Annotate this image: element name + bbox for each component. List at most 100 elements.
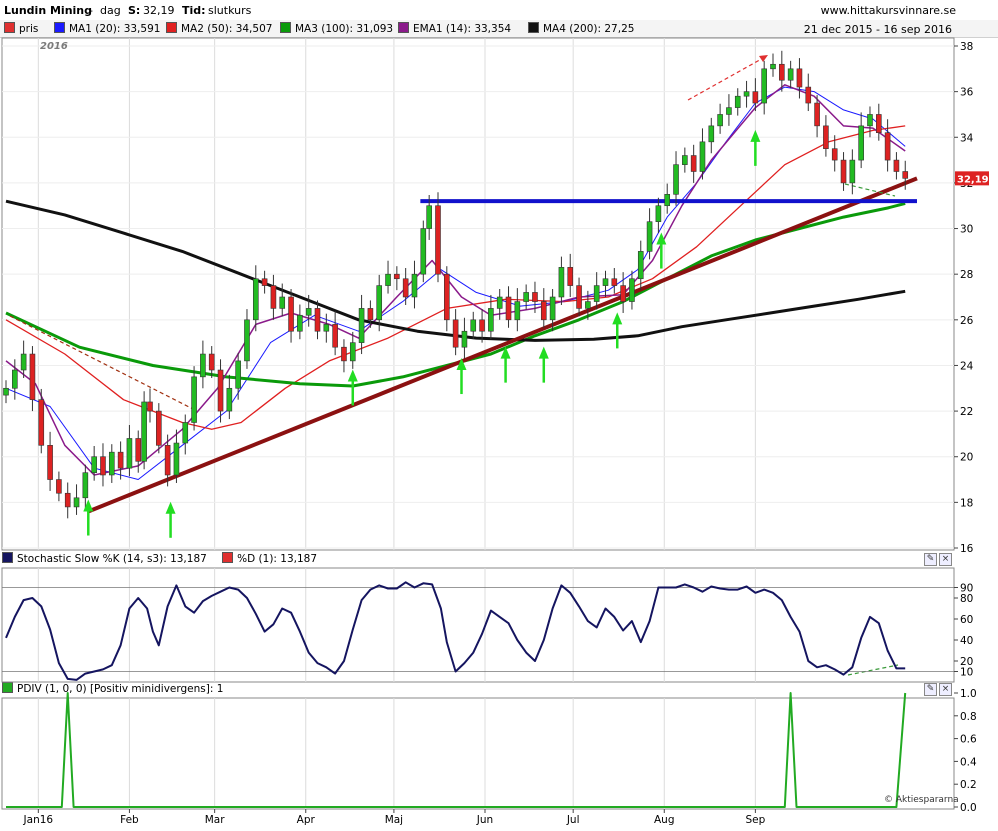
candle-body: [135, 438, 142, 462]
buy-signal-arrowhead: [347, 369, 358, 382]
candle-body: [173, 442, 180, 476]
buy-signal-arrowhead: [538, 346, 549, 359]
candle-body: [297, 314, 303, 332]
candle-body: [505, 296, 512, 321]
candle-body: [367, 308, 374, 321]
pdiv-panel: [1, 697, 955, 810]
pdiv-tick-label: 0.2: [960, 779, 977, 791]
ma4-line: [5, 199, 906, 342]
candle-body: [20, 353, 27, 371]
legend-bar: pris MA1 (20): 33,591 MA2 (50): 34,507 MA3 …: [0, 20, 998, 38]
candle-body: [779, 63, 785, 81]
stochastic-d-label: %D (1): 13,187: [237, 553, 318, 565]
candle-body: [420, 228, 427, 275]
candle-body: [270, 285, 277, 309]
price-tick-label: 30: [960, 224, 973, 236]
stochastic-tick-label: 60: [960, 614, 973, 626]
candle-body: [761, 68, 767, 104]
candle-body: [576, 285, 582, 309]
candle-body: [56, 479, 62, 494]
candle-body: [394, 273, 400, 280]
candle-body: [288, 296, 294, 332]
candle-body: [585, 301, 591, 309]
legend-swatch: [280, 22, 291, 33]
tid-value: slutkurs: [208, 4, 252, 17]
legend-item: MA3 (100): 31,093: [280, 22, 393, 35]
candle-body: [708, 125, 715, 143]
candle-body: [796, 68, 803, 88]
buy-signal-arrowhead: [656, 232, 667, 245]
candle-body: [47, 445, 53, 480]
candle-body: [200, 353, 206, 378]
candle-body: [479, 319, 485, 332]
candle-body: [875, 114, 882, 134]
buy-signal-arrowhead: [750, 129, 761, 142]
candle-body: [141, 401, 147, 462]
month-label: Apr: [297, 814, 316, 826]
ma3-line: [5, 201, 906, 388]
pdiv-close-icon[interactable]: ×: [939, 683, 952, 696]
pdiv-tick-label: 1.0: [960, 688, 977, 700]
month-label: Jan16: [23, 814, 54, 826]
divergence-arrowhead: [759, 55, 768, 62]
candle-body: [558, 267, 565, 298]
pdiv-settings-icon[interactable]: ✎: [924, 683, 937, 696]
candle-body: [3, 387, 9, 396]
stochastic-k-line: [5, 581, 906, 681]
candle-body: [226, 387, 233, 412]
candle-body: [305, 308, 312, 316]
candle-body: [514, 301, 521, 321]
price-tag-box: [955, 171, 989, 186]
price-panel: [1, 37, 955, 551]
ma2-line: [5, 125, 906, 430]
month-label: Aug: [654, 814, 675, 826]
buy-signal-arrowhead: [612, 312, 623, 325]
candle-body: [461, 330, 468, 348]
candle-body: [690, 155, 697, 172]
price-tick-label: 36: [960, 87, 974, 99]
stochastic-k-label: Stochastic Slow %K (14, s3): 13,187: [17, 553, 207, 565]
month-label: Sep: [745, 814, 765, 826]
stochastic-settings-icon[interactable]: ✎: [924, 553, 937, 566]
candle-body: [12, 369, 18, 389]
candle-body: [814, 102, 820, 127]
price-tick-label: 38: [960, 41, 973, 53]
candle-body: [261, 278, 268, 286]
candle-body: [444, 273, 450, 321]
month-label: Maj: [385, 814, 403, 826]
legend-swatch: [528, 22, 539, 33]
divergence-line: [9, 315, 196, 411]
candle-body: [164, 445, 171, 476]
buy-signal-arrowhead: [500, 346, 511, 359]
legend-swatch: [4, 22, 15, 33]
candle-body: [38, 399, 45, 446]
candle-body: [831, 148, 838, 161]
candle-body: [840, 159, 847, 184]
candle-body: [82, 472, 89, 499]
candle-body: [823, 125, 829, 149]
candle-body: [279, 296, 286, 309]
candle-body: [858, 125, 864, 161]
pdiv-line: [6, 692, 907, 808]
candle-body: [540, 301, 547, 321]
candle-body: [376, 285, 383, 321]
date-range: 21 dec 2015 - 16 sep 2016: [803, 23, 952, 36]
ma1-line: [5, 86, 906, 480]
candle-body: [884, 132, 891, 161]
candle-body: [470, 319, 477, 332]
tid-label: Tid:: [182, 4, 206, 17]
legend-swatch: [398, 22, 409, 33]
site-link[interactable]: www.hittakursvinnare.se: [820, 4, 956, 17]
candle-body: [673, 164, 679, 195]
stochastic-tick-label: 20: [960, 656, 973, 668]
candle-body: [191, 376, 197, 423]
candle-body: [314, 308, 321, 332]
stochastic-close-icon[interactable]: ×: [939, 553, 952, 566]
candle-body: [126, 438, 133, 469]
candle-body: [637, 251, 644, 280]
candle-body: [358, 308, 365, 343]
candle-body: [893, 159, 900, 172]
price-tick-label: 26: [960, 315, 974, 327]
candle-body: [235, 360, 241, 389]
